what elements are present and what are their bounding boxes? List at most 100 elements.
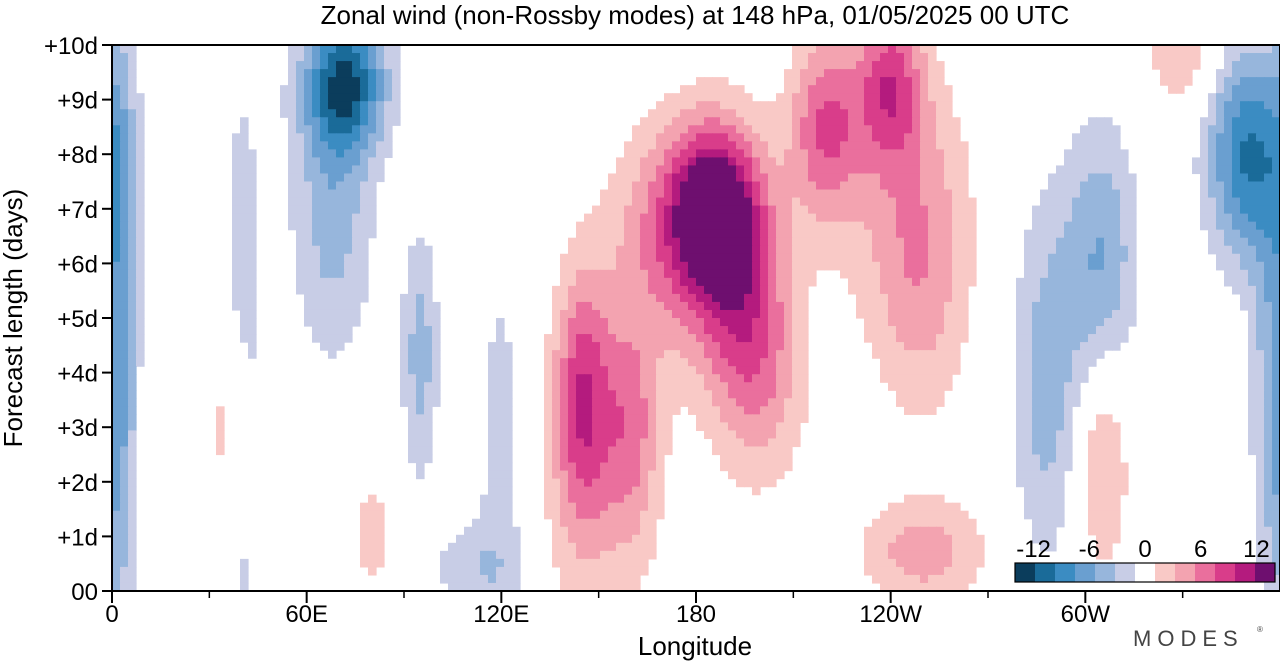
heatmap-cell xyxy=(1216,237,1225,247)
heatmap-cell xyxy=(400,358,409,367)
heatmap-cell xyxy=(592,406,601,415)
heatmap-cell xyxy=(120,53,129,62)
heatmap-cell xyxy=(624,502,633,512)
heatmap-cell xyxy=(776,318,785,327)
heatmap-cell xyxy=(656,430,665,440)
heatmap-cell xyxy=(1240,301,1249,311)
heatmap-cell xyxy=(776,309,785,319)
heatmap-cell xyxy=(864,133,873,142)
heatmap-cell xyxy=(496,334,505,343)
heatmap-cell xyxy=(112,101,121,110)
heatmap-cell xyxy=(928,229,937,239)
heatmap-cell xyxy=(592,213,601,223)
heatmap-cell xyxy=(1032,526,1041,536)
heatmap-cell xyxy=(736,221,745,231)
heatmap-cell xyxy=(344,149,353,159)
heatmap-cell xyxy=(1024,277,1033,287)
heatmap-cell xyxy=(1272,213,1280,223)
heatmap-cell xyxy=(928,85,937,94)
heatmap-cell xyxy=(312,125,321,134)
heatmap-cell xyxy=(760,309,769,319)
heatmap-cell xyxy=(496,398,505,407)
heatmap-cell xyxy=(384,125,393,134)
heatmap-cell xyxy=(856,173,865,183)
heatmap-cell xyxy=(312,253,321,263)
heatmap-cell xyxy=(592,510,601,520)
heatmap-cell xyxy=(784,133,793,142)
heatmap-cell xyxy=(248,205,257,215)
heatmap-cell xyxy=(912,205,921,215)
heatmap-cell xyxy=(136,141,145,150)
heatmap-cell xyxy=(560,382,569,391)
heatmap-cell xyxy=(792,293,801,303)
heatmap-cell xyxy=(504,574,513,584)
heatmap-cell xyxy=(864,181,873,191)
heatmap-cell xyxy=(352,197,361,207)
heatmap-cell xyxy=(952,518,961,528)
heatmap-cell xyxy=(1040,438,1049,448)
heatmap-cell xyxy=(800,382,809,391)
heatmap-cell xyxy=(800,245,809,255)
heatmap-cell xyxy=(912,502,921,512)
heatmap-cell xyxy=(1272,101,1280,110)
heatmap-cell xyxy=(640,462,649,472)
heatmap-cell xyxy=(1048,261,1057,271)
heatmap-cell xyxy=(832,205,841,215)
heatmap-cell xyxy=(1040,269,1049,279)
heatmap-cell xyxy=(960,309,969,319)
heatmap-cell xyxy=(904,45,913,54)
heatmap-cell xyxy=(1080,374,1089,383)
heatmap-cell xyxy=(912,406,921,415)
heatmap-cell xyxy=(896,269,905,279)
heatmap-cell xyxy=(1240,125,1249,134)
heatmap-cell xyxy=(1256,301,1265,311)
heatmap-cell xyxy=(704,326,713,335)
heatmap-cell xyxy=(744,366,753,375)
heatmap-cell xyxy=(728,438,737,448)
heatmap-cell xyxy=(880,45,889,54)
heatmap-cell xyxy=(584,542,593,552)
heatmap-cell xyxy=(1256,149,1265,159)
heatmap-cell xyxy=(912,526,921,536)
heatmap-cell xyxy=(616,358,625,367)
heatmap-cell xyxy=(736,245,745,255)
heatmap-cell xyxy=(736,285,745,295)
heatmap-cell xyxy=(1104,454,1113,464)
heatmap-cell xyxy=(112,181,121,191)
heatmap-cell xyxy=(1088,125,1097,134)
heatmap-cell xyxy=(816,221,825,231)
heatmap-cell xyxy=(872,133,881,142)
heatmap-cell xyxy=(496,542,505,552)
heatmap-cell xyxy=(624,406,633,415)
heatmap-cell xyxy=(928,149,937,159)
heatmap-cell xyxy=(912,398,921,407)
heatmap-cell xyxy=(888,133,897,142)
heatmap-cell xyxy=(616,181,625,191)
heatmap-cell xyxy=(424,446,433,456)
heatmap-cell xyxy=(248,334,257,343)
heatmap-cell xyxy=(136,149,145,159)
heatmap-cell xyxy=(496,486,505,496)
heatmap-cell xyxy=(640,494,649,504)
heatmap-cell xyxy=(416,462,425,472)
heatmap-cell xyxy=(616,478,625,488)
heatmap-cell xyxy=(880,245,889,255)
heatmap-cell xyxy=(136,301,145,311)
heatmap-cell xyxy=(128,550,137,560)
heatmap-cell xyxy=(296,69,305,78)
heatmap-cell xyxy=(968,542,977,552)
heatmap-cell xyxy=(888,566,897,576)
heatmap-cell xyxy=(1256,502,1265,512)
heatmap-cell xyxy=(656,502,665,512)
heatmap-cell xyxy=(944,229,953,239)
heatmap-cell xyxy=(880,269,889,279)
heatmap-cell xyxy=(592,414,601,423)
heatmap-cell xyxy=(632,181,641,191)
heatmap-cell xyxy=(856,101,865,110)
heatmap-cell xyxy=(1056,390,1065,399)
heatmap-cell xyxy=(840,237,849,247)
heatmap-cell xyxy=(1088,358,1097,367)
heatmap-cell xyxy=(1264,510,1273,520)
heatmap-cell xyxy=(736,309,745,319)
heatmap-cell xyxy=(1064,414,1073,423)
